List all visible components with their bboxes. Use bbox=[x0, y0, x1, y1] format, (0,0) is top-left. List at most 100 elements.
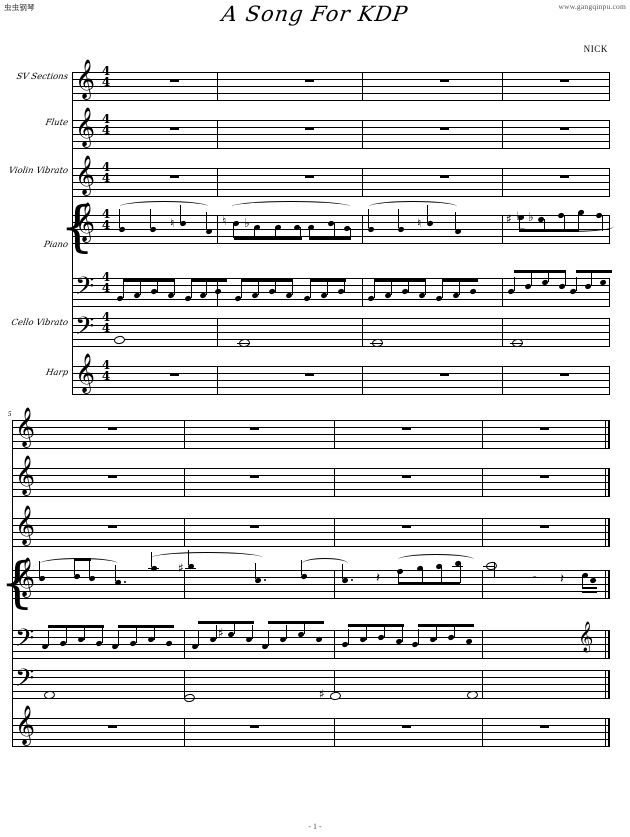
whole-rest bbox=[250, 725, 259, 728]
barline bbox=[362, 120, 363, 149]
bass-clef-icon: 𝄢 bbox=[15, 664, 35, 699]
whole-rest bbox=[560, 373, 569, 376]
barline bbox=[184, 518, 185, 547]
staff-flute: 𝄞 bbox=[12, 458, 611, 497]
staff-piano-left-hand: 𝄢 ♯ 𝄞 bbox=[12, 621, 611, 659]
treble-clef-icon: 𝄞 bbox=[15, 407, 36, 447]
note-stem bbox=[150, 209, 152, 228]
bass-clef-icon: 𝄢 bbox=[75, 272, 95, 307]
whole-rest bbox=[540, 725, 549, 728]
whole-rest bbox=[402, 525, 411, 528]
barline bbox=[502, 366, 503, 395]
treble-clef-icon: 𝄞 bbox=[15, 455, 36, 495]
barline bbox=[502, 278, 503, 307]
whole-rest bbox=[305, 79, 314, 82]
note-stem bbox=[119, 209, 121, 228]
barline bbox=[482, 670, 483, 699]
natural-accidental: ♮ bbox=[417, 216, 422, 230]
sharp-accidental: ♯ bbox=[506, 212, 512, 226]
whole-rest bbox=[402, 475, 411, 478]
flat-accidental: ♭ bbox=[244, 216, 250, 230]
barline bbox=[362, 366, 363, 395]
staff-piano-right-hand: 𝄞 ♯ 𝄽 bbox=[12, 550, 611, 599]
barline bbox=[217, 72, 218, 101]
barline bbox=[334, 420, 335, 449]
page-number: - 1 - bbox=[308, 822, 322, 831]
natural-accidental: ♮ bbox=[170, 216, 175, 230]
whole-rest bbox=[170, 175, 179, 178]
whole-rest bbox=[560, 79, 569, 82]
whole-rest bbox=[540, 475, 549, 478]
barline bbox=[502, 72, 503, 101]
barline bbox=[609, 72, 610, 101]
barline bbox=[334, 468, 335, 497]
staff-cello-vibrato: 𝄢 ♯ bbox=[12, 664, 611, 704]
barline bbox=[362, 278, 363, 307]
barline bbox=[334, 718, 335, 747]
barline bbox=[362, 72, 363, 101]
sharp-accidental: ♯ bbox=[319, 687, 325, 701]
treble-clef-icon: 𝄞 bbox=[75, 59, 96, 99]
whole-note bbox=[113, 335, 126, 346]
treble-clef-icon: 𝄞 bbox=[15, 705, 36, 745]
barline bbox=[217, 168, 218, 197]
slur bbox=[369, 201, 457, 212]
piano-brace: { bbox=[0, 551, 35, 614]
barline bbox=[217, 215, 218, 244]
barline bbox=[605, 468, 606, 497]
whole-rest bbox=[305, 175, 314, 178]
barline bbox=[362, 318, 363, 347]
system-measure-number: 5 bbox=[8, 410, 12, 418]
barline bbox=[502, 120, 503, 149]
barline bbox=[184, 670, 185, 699]
page-title: A Song For KDP bbox=[220, 2, 410, 26]
instrument-label-piano: Piano bbox=[43, 240, 69, 250]
treble-clef-icon: 𝄞 bbox=[15, 505, 36, 545]
barline bbox=[609, 215, 610, 244]
whole-rest bbox=[402, 427, 411, 430]
music-system-1: SV Sections Flute Violin Vibrato Piano C… bbox=[0, 60, 630, 400]
treble-clef-icon: 𝄞 bbox=[15, 557, 36, 597]
whole-rest bbox=[250, 475, 259, 478]
whole-rest bbox=[250, 525, 259, 528]
staff-sv-sections: 𝄞 bbox=[12, 410, 611, 449]
barline bbox=[502, 318, 503, 347]
barline bbox=[608, 420, 611, 449]
treble-clef-icon: 𝄞 bbox=[75, 107, 96, 147]
instrument-label-flute: Flute bbox=[44, 118, 69, 128]
barline bbox=[334, 518, 335, 547]
treble-clef-change-icon: 𝄞 bbox=[578, 622, 594, 652]
barline bbox=[605, 670, 606, 699]
treble-clef-icon: 𝄞 bbox=[75, 353, 96, 393]
whole-rest bbox=[440, 373, 449, 376]
natural-accidental: ♮ bbox=[222, 214, 227, 228]
barline bbox=[362, 215, 363, 244]
barline bbox=[605, 718, 606, 747]
barline bbox=[482, 718, 483, 747]
slur bbox=[120, 201, 208, 212]
barline bbox=[217, 318, 218, 347]
barline bbox=[605, 518, 606, 547]
barline bbox=[482, 630, 483, 659]
watermark-site-url: www.gangqinpu.com bbox=[558, 2, 626, 11]
whole-rest bbox=[440, 127, 449, 130]
barline bbox=[334, 570, 335, 599]
whole-rest bbox=[305, 127, 314, 130]
whole-rest bbox=[402, 725, 411, 728]
whole-rest bbox=[250, 427, 259, 430]
whole-rest bbox=[560, 127, 569, 130]
composer-credit: NICK bbox=[583, 44, 608, 54]
note-stem bbox=[206, 212, 208, 230]
instrument-label-sv-sections: SV Sections bbox=[15, 72, 69, 82]
beam bbox=[309, 237, 351, 240]
barline bbox=[184, 718, 185, 747]
